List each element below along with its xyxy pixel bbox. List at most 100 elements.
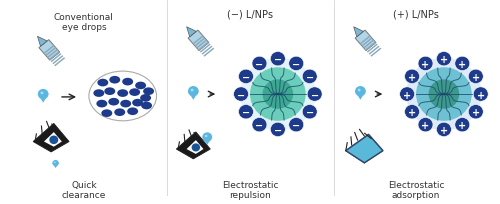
Text: −: − [310,90,318,100]
Polygon shape [362,38,372,47]
Text: −: − [237,90,245,100]
Circle shape [355,86,366,97]
Text: +: + [408,72,416,82]
Ellipse shape [89,72,156,121]
Circle shape [238,70,254,84]
Circle shape [192,144,200,152]
Circle shape [455,118,470,132]
Ellipse shape [141,102,152,110]
Polygon shape [355,31,376,51]
Circle shape [436,52,452,67]
Circle shape [289,118,304,132]
Polygon shape [39,40,60,61]
Circle shape [234,88,248,102]
Polygon shape [346,135,383,163]
Ellipse shape [122,78,133,86]
Circle shape [250,68,306,121]
Text: −: − [274,125,282,135]
Polygon shape [360,36,370,45]
Circle shape [404,105,419,119]
Circle shape [468,70,483,84]
Ellipse shape [135,82,146,90]
Circle shape [50,136,58,144]
Circle shape [270,52,285,67]
Ellipse shape [96,100,108,108]
Text: Quick
clearance: Quick clearance [62,180,106,200]
Text: +: + [440,125,448,135]
Polygon shape [52,56,64,65]
Text: −: − [256,60,264,70]
Text: Electrostatic
repulsion: Electrostatic repulsion [222,180,278,200]
Circle shape [416,68,472,121]
Circle shape [307,88,322,102]
Circle shape [40,92,43,95]
Text: +: + [472,72,480,82]
Ellipse shape [108,98,119,106]
Polygon shape [202,137,212,145]
Polygon shape [176,132,210,159]
Polygon shape [188,92,198,100]
Polygon shape [44,46,54,55]
Ellipse shape [110,76,120,84]
Polygon shape [38,37,47,47]
Polygon shape [370,48,382,58]
Ellipse shape [143,88,154,95]
Circle shape [358,89,360,92]
Ellipse shape [94,90,104,98]
Circle shape [202,133,212,142]
Circle shape [455,57,470,71]
Polygon shape [186,28,196,38]
Circle shape [474,88,488,102]
Circle shape [54,162,56,163]
Polygon shape [367,44,378,53]
Ellipse shape [127,108,138,115]
Polygon shape [186,140,204,154]
Ellipse shape [104,88,116,95]
Circle shape [205,135,208,137]
Circle shape [468,105,483,119]
Text: −: − [306,72,314,82]
Circle shape [404,70,419,84]
Ellipse shape [102,110,112,118]
Circle shape [428,80,459,109]
Text: Electrostatic
adsorption: Electrostatic adsorption [388,180,444,200]
Polygon shape [38,95,48,103]
Circle shape [262,80,293,109]
Text: +: + [476,90,485,100]
Ellipse shape [132,99,143,107]
Circle shape [289,57,304,71]
Text: Conventional
eye drops: Conventional eye drops [54,13,114,32]
Circle shape [238,105,254,119]
Text: +: + [440,55,448,65]
Text: (−) L/NPs: (−) L/NPs [227,9,273,19]
Polygon shape [204,48,214,58]
Circle shape [52,160,59,166]
Circle shape [418,118,433,132]
Polygon shape [368,46,380,55]
Circle shape [270,123,285,137]
Circle shape [38,89,48,100]
Polygon shape [33,124,69,152]
Polygon shape [50,54,62,63]
Polygon shape [354,28,364,38]
Circle shape [302,105,317,119]
Text: +: + [408,108,416,118]
Polygon shape [188,31,209,51]
Polygon shape [47,50,58,59]
Text: −: − [242,108,250,118]
Text: +: + [472,108,480,118]
Ellipse shape [98,79,108,87]
Polygon shape [44,132,62,147]
Circle shape [436,123,452,137]
Text: +: + [458,121,466,131]
Circle shape [418,57,433,71]
Polygon shape [365,42,376,51]
Ellipse shape [114,109,125,116]
Polygon shape [202,46,212,55]
Polygon shape [54,58,65,67]
Circle shape [252,118,267,132]
Text: +: + [422,60,430,70]
Text: +: + [422,121,430,131]
Polygon shape [196,40,207,49]
Circle shape [240,58,316,131]
